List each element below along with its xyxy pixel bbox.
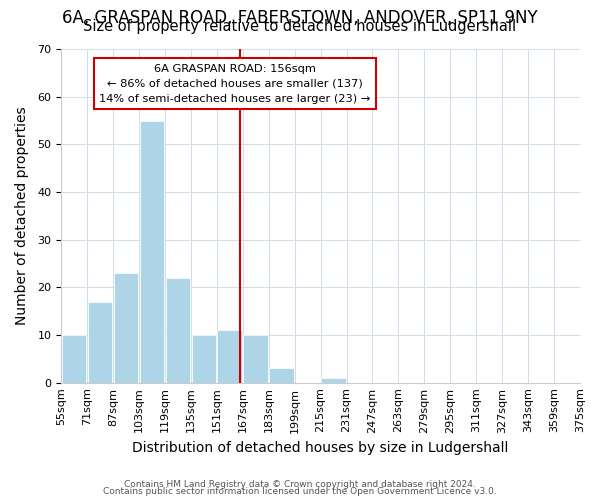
Bar bbox=[244, 335, 268, 382]
X-axis label: Distribution of detached houses by size in Ludgershall: Distribution of detached houses by size … bbox=[133, 441, 509, 455]
Text: 6A GRASPAN ROAD: 156sqm
← 86% of detached houses are smaller (137)
14% of semi-d: 6A GRASPAN ROAD: 156sqm ← 86% of detache… bbox=[100, 64, 371, 104]
Bar bbox=[166, 278, 190, 382]
Bar bbox=[140, 120, 164, 382]
Bar bbox=[88, 302, 112, 382]
Text: Contains public sector information licensed under the Open Government Licence v3: Contains public sector information licen… bbox=[103, 487, 497, 496]
Text: Contains HM Land Registry data © Crown copyright and database right 2024.: Contains HM Land Registry data © Crown c… bbox=[124, 480, 476, 489]
Bar bbox=[217, 330, 242, 382]
Y-axis label: Number of detached properties: Number of detached properties bbox=[15, 106, 29, 325]
Bar bbox=[114, 273, 139, 382]
Text: 6A, GRASPAN ROAD, FABERSTOWN, ANDOVER, SP11 9NY: 6A, GRASPAN ROAD, FABERSTOWN, ANDOVER, S… bbox=[62, 9, 538, 27]
Bar bbox=[191, 335, 216, 382]
Bar bbox=[62, 335, 86, 382]
Bar bbox=[269, 368, 294, 382]
Bar bbox=[321, 378, 346, 382]
Text: Size of property relative to detached houses in Ludgershall: Size of property relative to detached ho… bbox=[83, 19, 517, 34]
